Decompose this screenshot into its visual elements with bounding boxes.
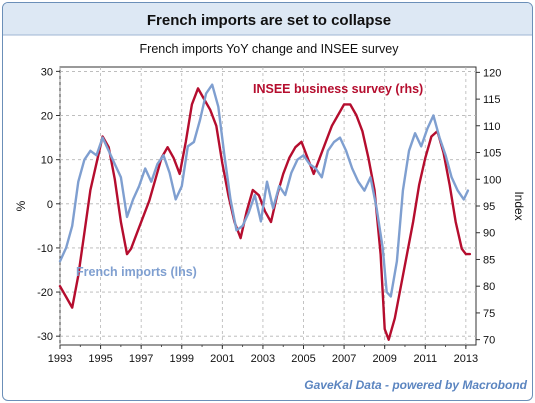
y-tick-label-right: 105	[483, 148, 501, 160]
grid-lines	[59, 67, 476, 345]
y-tick-label-left: 30	[41, 66, 53, 78]
y-tick-label-right: 75	[483, 308, 495, 320]
x-tick-label: 1997	[129, 353, 153, 365]
x-tick-label: 2009	[372, 353, 396, 365]
series-label-insee: INSEE business survey (rhs)	[253, 82, 423, 96]
y-tick-label-right: 115	[483, 94, 501, 106]
plot-area	[59, 66, 477, 346]
y-tick-label-right: 85	[483, 254, 495, 266]
y-tick-label-left: 20	[41, 111, 53, 123]
y-axis-left-label: %	[14, 200, 28, 211]
x-tick-label: 1993	[48, 353, 72, 365]
y-axis-right-label: Index	[512, 191, 526, 220]
x-tick-label: 2003	[251, 353, 275, 365]
x-tick-label: 2001	[210, 353, 234, 365]
chart-subtitle: French imports YoY change and INSEE surv…	[140, 42, 400, 56]
y-tick-label-left: 10	[41, 155, 53, 167]
y-tick-label-right: 100	[483, 174, 501, 186]
y-tick-label-right: 95	[483, 201, 495, 213]
x-tick-label: 1995	[88, 353, 112, 365]
y-tick-label-left: -10	[37, 243, 53, 255]
x-tick-label: 2013	[454, 353, 478, 365]
source-credit: GaveKal Data - powered by Macrobond	[304, 378, 527, 392]
series-label-imports: French imports (lhs)	[76, 265, 197, 279]
series-line-insee	[58, 87, 472, 341]
y-tick-label-left: -20	[37, 287, 53, 299]
x-tick-label: 2011	[413, 353, 437, 365]
x-tick-label: 2005	[291, 353, 315, 365]
y-tick-label-left: -30	[37, 331, 53, 343]
series-line-imports	[58, 83, 470, 298]
series-lines	[58, 83, 472, 341]
chart-svg: French imports are set to collapse Frenc…	[3, 3, 532, 392]
y-tick-label-right: 70	[483, 335, 495, 347]
x-tick-label: 2007	[332, 353, 356, 365]
y-tick-label-right: 80	[483, 281, 495, 293]
y-tick-label-left: 0	[47, 199, 53, 211]
axes: -30 -20 -10 0 10 20 30 70 75 80 85 90 95 100 105 110 115…	[37, 66, 501, 365]
y-tick-label-right: 90	[483, 228, 495, 240]
x-tick-label: 1999	[170, 353, 194, 365]
title-bar	[3, 3, 532, 35]
chart-title: French imports are set to collapse	[147, 12, 391, 29]
y-tick-label-right: 120	[483, 67, 501, 79]
y-tick-label-right: 110	[483, 121, 501, 133]
